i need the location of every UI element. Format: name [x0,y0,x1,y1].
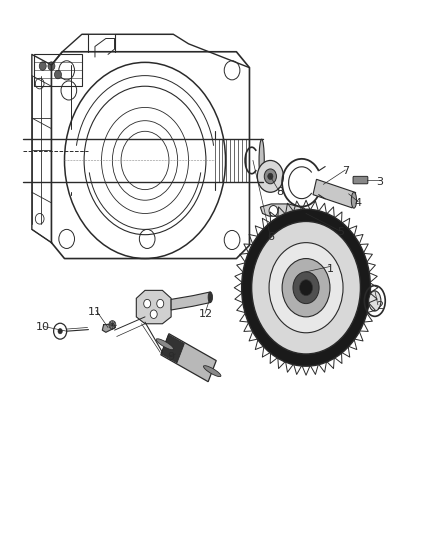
Polygon shape [102,324,116,332]
Circle shape [300,280,313,296]
Circle shape [157,300,164,308]
Circle shape [257,160,283,192]
Polygon shape [313,179,356,208]
Polygon shape [171,292,210,310]
Circle shape [48,62,55,70]
Circle shape [150,310,157,318]
Text: 4: 4 [355,198,362,208]
Text: 12: 12 [199,309,213,319]
Text: 6: 6 [268,232,275,243]
Text: 2: 2 [377,301,384,311]
Ellipse shape [208,292,212,303]
Circle shape [58,328,62,334]
Text: 10: 10 [36,322,50,333]
Polygon shape [161,335,184,363]
Circle shape [264,169,276,184]
Ellipse shape [156,339,173,350]
Text: 11: 11 [88,306,102,317]
Ellipse shape [351,192,357,208]
Circle shape [293,272,319,304]
Circle shape [242,209,371,366]
Circle shape [39,62,46,70]
Text: 1: 1 [326,264,333,274]
Circle shape [252,221,360,354]
Polygon shape [260,204,311,223]
Ellipse shape [204,366,221,377]
Polygon shape [161,334,216,382]
Text: 5: 5 [337,227,344,237]
Text: 9: 9 [168,352,175,361]
Text: 8: 8 [276,187,283,197]
Circle shape [268,173,273,180]
FancyBboxPatch shape [353,176,368,184]
Ellipse shape [369,291,381,311]
Text: 7: 7 [342,166,349,176]
Circle shape [282,259,330,317]
Circle shape [54,70,61,79]
Text: 3: 3 [377,176,384,187]
Ellipse shape [259,139,264,182]
Circle shape [269,206,278,216]
Polygon shape [136,290,171,324]
Circle shape [269,243,343,333]
Circle shape [144,300,151,308]
Circle shape [109,320,116,329]
